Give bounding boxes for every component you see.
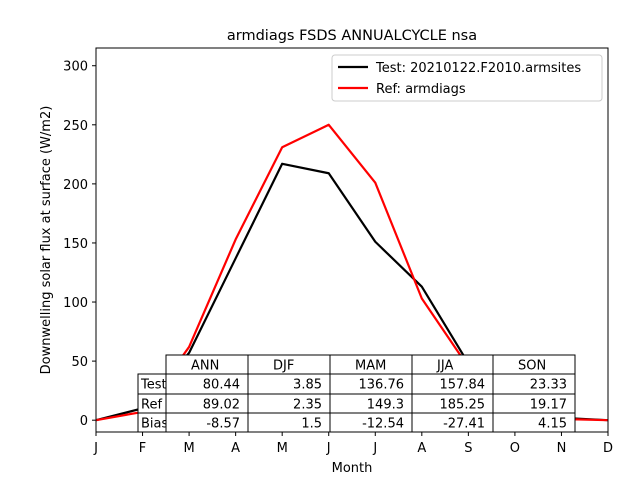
table-cell-value: 1.5 [301, 417, 322, 432]
x-tick-label: A [417, 441, 426, 456]
stats-table: ANN DJF MAM JJA SON Test 80.44 3.85 136.76 157.84… [137, 354, 576, 433]
x-tick-label: S [464, 441, 472, 456]
table-cell-value: -8.57 [206, 417, 240, 432]
legend-label-test: Test: 20210122.F2010.armsites [375, 61, 581, 76]
table-column-header: ANN [191, 359, 219, 374]
x-tick-label: O [510, 441, 520, 456]
y-tick-label: 50 [71, 355, 88, 370]
y-tick-label: 100 [63, 296, 88, 311]
table-cell-value: 157.84 [440, 378, 486, 393]
table-cell-value: 80.44 [203, 378, 240, 393]
x-tick-label: A [231, 441, 240, 456]
x-tick-label: D [603, 441, 613, 456]
x-tick-label: M [183, 441, 194, 456]
y-tick-label: 0 [80, 414, 88, 429]
y-axis-ticks: 0 50 100 150 200 250 300 [63, 60, 96, 429]
x-axis-label: Month [332, 461, 373, 476]
x-tick-label: J [93, 441, 98, 456]
x-tick-label: F [139, 441, 146, 456]
table-cell-value: 136.76 [359, 378, 405, 393]
y-tick-label: 300 [63, 60, 88, 75]
table-cell-value: 185.25 [440, 398, 486, 413]
x-tick-label: M [277, 441, 288, 456]
x-tick-label: N [557, 441, 567, 456]
legend-label-ref: Ref: armdiags [376, 82, 466, 97]
table-cell-value: 19.17 [530, 398, 567, 413]
legend-box [331, 54, 603, 102]
table-cell-value: -27.41 [443, 417, 485, 432]
table-cell-value: 149.3 [367, 398, 404, 413]
table-column-header: MAM [355, 359, 386, 374]
table-column-header: JJA [436, 359, 453, 374]
y-tick-label: 150 [63, 237, 88, 252]
table-column-header: SON [518, 359, 546, 374]
table-cell-value: 3.85 [293, 378, 322, 393]
table-cell-value: 23.33 [530, 378, 567, 393]
table-column-header: DJF [273, 359, 294, 374]
legend: Test: 20210122.F2010.armsites Ref: armdi… [331, 54, 603, 102]
chart-title: armdiags FSDS ANNUALCYCLE nsa [227, 28, 477, 44]
y-tick-label: 200 [63, 178, 88, 193]
table-row-label: Test [140, 378, 167, 393]
table-cell-value: 89.02 [203, 398, 240, 413]
x-tick-label: J [326, 441, 331, 456]
y-axis-label: Downwelling solar flux at surface (W/m2) [39, 106, 54, 375]
table-cell [492, 412, 576, 433]
table-cell-value: -12.54 [362, 417, 404, 432]
table-cell-value: 2.35 [293, 398, 322, 413]
x-tick-label: J [372, 441, 377, 456]
table-row-label: Bias [141, 417, 168, 432]
table-row-label: Ref [141, 398, 162, 413]
y-tick-label: 250 [63, 119, 88, 134]
table-cell-value: 4.15 [538, 417, 567, 432]
